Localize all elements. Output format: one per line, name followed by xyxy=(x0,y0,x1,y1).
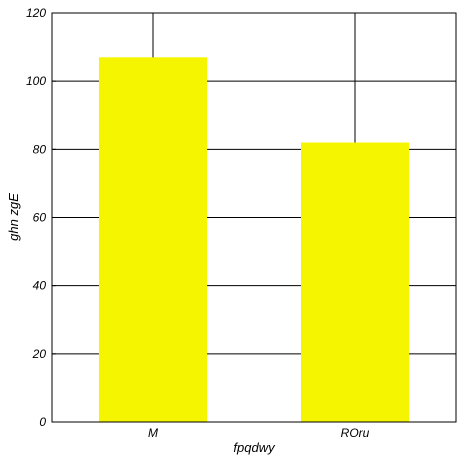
x-tick-label: ROru xyxy=(341,426,370,440)
y-axis-label: ghn zgE xyxy=(6,193,21,241)
y-tick-label: 20 xyxy=(32,347,47,361)
y-tick-label: 120 xyxy=(26,6,46,20)
bars xyxy=(98,57,410,422)
y-tick-label: 80 xyxy=(33,142,47,156)
bar-m xyxy=(98,57,208,422)
x-tick-labels: M ROru xyxy=(148,426,370,440)
y-tick-label: 0 xyxy=(39,415,46,429)
x-axis-label: fpqdwy xyxy=(233,440,276,455)
bar-roru xyxy=(300,142,410,422)
y-tick-label: 60 xyxy=(33,211,47,225)
y-tick-label: 40 xyxy=(33,279,47,293)
x-tick-label: M xyxy=(148,426,158,440)
y-tick-label: 100 xyxy=(26,74,46,88)
y-tick-labels: 0 20 40 60 80 100 120 xyxy=(26,6,56,429)
